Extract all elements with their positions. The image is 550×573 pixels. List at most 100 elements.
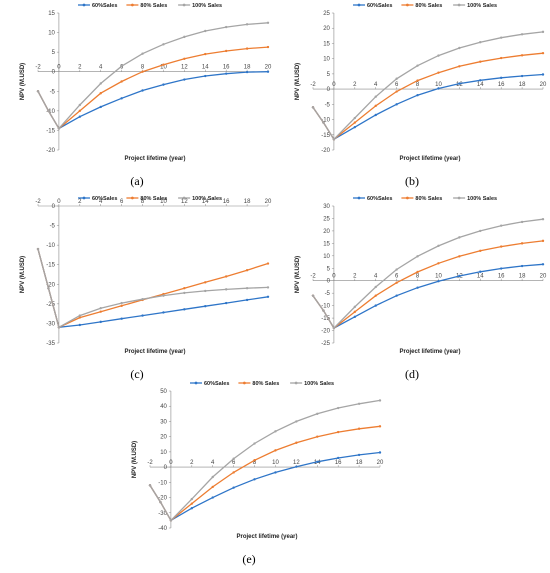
x-tick-label: 6 <box>232 460 236 466</box>
data-point <box>332 138 336 141</box>
data-point <box>437 244 440 248</box>
y-tick-label: 10 <box>323 57 330 63</box>
data-point <box>541 239 545 243</box>
data-point <box>316 460 319 463</box>
data-point <box>322 309 325 312</box>
data-point <box>183 35 186 39</box>
data-point <box>395 90 398 93</box>
legend-marker <box>194 381 198 385</box>
data-point <box>357 402 361 405</box>
data-point <box>148 484 152 487</box>
data-point <box>458 82 461 85</box>
data-point <box>311 294 315 297</box>
legend-marker <box>357 3 361 7</box>
legend-label: 60%Sales <box>204 381 229 387</box>
data-point <box>57 326 61 329</box>
data-point <box>520 220 524 224</box>
data-point <box>204 29 207 33</box>
data-point <box>437 87 440 90</box>
y-tick-label: 0 <box>164 465 168 471</box>
data-point <box>183 308 186 311</box>
x-tick-label: 18 <box>356 460 363 466</box>
data-point <box>266 295 270 299</box>
data-point <box>253 478 256 481</box>
series-line-2 <box>37 248 269 329</box>
data-point <box>57 127 61 130</box>
legend-label: 60%Sales <box>92 3 117 9</box>
legend-label: 100% Sales <box>304 381 334 387</box>
x-tick-label: 8 <box>141 65 145 71</box>
x-axis-title: Project lifetime (year) <box>124 156 185 162</box>
y-axis-title: NPV (M.USD) <box>20 63 26 100</box>
series-line-2 <box>37 22 269 130</box>
data-point <box>224 288 228 291</box>
data-point <box>353 121 357 124</box>
x-tick-label: 4 <box>99 199 103 205</box>
x-tick-label: 16 <box>498 274 505 280</box>
data-point <box>274 430 277 433</box>
data-point <box>520 242 524 245</box>
y-tick-label: 10 <box>323 254 330 260</box>
y-tick-label: -25 <box>46 302 55 308</box>
data-point <box>374 104 377 108</box>
x-tick-label: 0 <box>332 82 336 88</box>
legend-label: 100% Sales <box>192 196 222 202</box>
x-tick-label: 18 <box>244 65 251 71</box>
chart-b: -2 0 2 4 6 8 10 12 14 16 18 20-20-15-10-50510152025… <box>295 3 547 188</box>
data-point <box>458 46 461 50</box>
x-tick-label: 14 <box>477 82 484 88</box>
y-tick-label: -30 <box>46 321 55 327</box>
x-tick-label: 14 <box>202 65 209 71</box>
chart-panel-a: -2 0 2 4 6 8 10 12 14 16 18 20 -20 -15 -10 -5 0 5 10 15 60%S… <box>0 0 275 195</box>
data-point <box>416 270 419 274</box>
data-point <box>253 459 256 462</box>
x-tick-label: 2 <box>78 199 82 205</box>
data-point <box>47 109 50 113</box>
data-point <box>479 270 482 273</box>
x-tick-label: 16 <box>223 65 230 71</box>
data-point <box>141 89 144 92</box>
y-tick-label: -10 <box>321 118 330 124</box>
data-point <box>499 245 503 248</box>
y-tick-label: -20 <box>158 496 167 502</box>
y-tick-label: 40 <box>160 404 167 410</box>
data-point <box>395 77 398 80</box>
x-tick-label: 16 <box>498 82 505 88</box>
data-point <box>266 45 270 49</box>
y-tick-label: 5 <box>52 50 56 56</box>
legend-marker <box>243 381 246 385</box>
series-line-0 <box>37 248 269 329</box>
data-point <box>479 229 482 233</box>
data-point <box>437 280 440 283</box>
x-tick-label: 6 <box>120 199 124 205</box>
y-tick-label: 15 <box>48 11 55 17</box>
data-point <box>520 264 524 268</box>
data-point <box>99 320 102 324</box>
data-point <box>183 57 186 60</box>
data-point <box>211 496 214 499</box>
y-tick-label: 0 <box>52 70 56 76</box>
data-point <box>162 311 165 314</box>
data-point <box>499 36 503 39</box>
x-tick-label: 4 <box>99 65 103 71</box>
data-point <box>416 79 419 82</box>
data-point <box>224 25 228 29</box>
series-line-0 <box>312 73 544 141</box>
x-tick-label: 10 <box>160 65 167 71</box>
legend-label: 60%Sales <box>367 196 392 202</box>
y-tick-label: 15 <box>323 41 330 47</box>
data-point <box>245 298 249 302</box>
y-tick-label: -15 <box>321 316 330 322</box>
chart-panel-b: -2 0 2 4 6 8 10 12 14 16 18 20 -20 -15 -10 -5 0 5 10 15 20 25… <box>275 0 550 195</box>
y-tick-label: -5 <box>50 89 56 95</box>
data-point <box>190 507 194 510</box>
data-point <box>316 435 319 438</box>
y-tick-label: -10 <box>158 480 167 486</box>
y-tick-label: -35 <box>46 341 55 347</box>
x-axis-title: Project lifetime (year) <box>399 156 460 162</box>
x-tick-label: -2 <box>147 460 153 466</box>
data-point <box>183 291 186 295</box>
x-tick-label: 14 <box>477 274 484 280</box>
y-tick-label: -15 <box>321 133 330 139</box>
x-tick-label: 0 <box>57 65 61 71</box>
